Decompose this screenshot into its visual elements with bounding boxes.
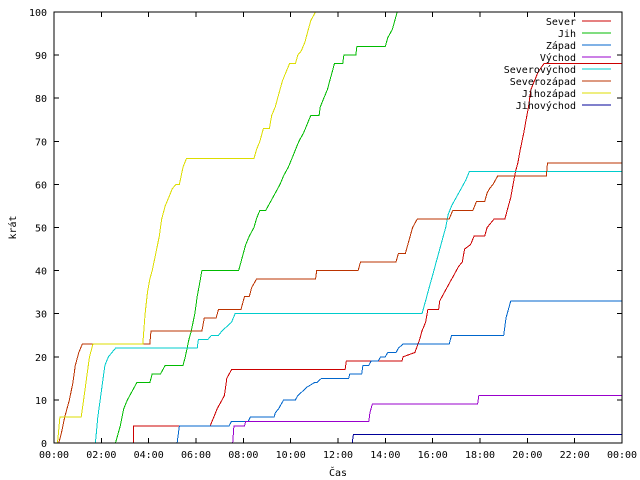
x-axis-ticks: 00:00 02:00 04:00 06:00 08:00 10:00 12:00 14:00… [39, 12, 637, 461]
y-tick-label: 70 [35, 137, 47, 148]
x-tick-label: 08:00 [228, 450, 258, 461]
y-tick-label: 60 [35, 180, 47, 191]
legend-label: Jihozápad [522, 88, 576, 100]
series-line-5 [54, 171, 622, 444]
x-tick-label: 16:00 [418, 450, 448, 461]
legend-label: Západ [546, 40, 576, 52]
x-axis-label: Čas [329, 466, 347, 479]
x-tick-label: 00:00 [39, 450, 69, 461]
legend: SeverJihZápadVýchodSeverovýchodSeverozáp… [504, 17, 611, 112]
legend-label: Severozápad [510, 76, 576, 88]
plot-series [54, 11, 622, 444]
y-tick-label: 40 [35, 267, 47, 278]
y-tick-label: 80 [35, 94, 47, 105]
series-line-4 [54, 395, 622, 444]
y-tick-label: 100 [29, 8, 47, 19]
y-tick-label: 10 [35, 396, 47, 407]
x-tick-label: 20:00 [512, 450, 542, 461]
legend-label: Jihovýchod [516, 100, 576, 112]
series-line-3 [54, 300, 622, 444]
series-line-2 [54, 11, 405, 444]
y-tick-label: 90 [35, 51, 47, 62]
x-tick-label: 12:00 [323, 450, 353, 461]
y-axis-label: krát [7, 215, 19, 239]
legend-label: Jih [558, 29, 576, 40]
x-tick-label: 14:00 [370, 450, 400, 461]
x-tick-label: 22:00 [560, 450, 590, 461]
series-line-6 [54, 162, 622, 444]
x-tick-label: 06:00 [181, 450, 211, 461]
y-tick-label: 20 [35, 353, 47, 364]
x-tick-label: 04:00 [134, 450, 164, 461]
legend-label: Východ [540, 52, 576, 64]
x-tick-label: 00:00 [607, 450, 637, 461]
y-tick-label: 50 [35, 224, 47, 235]
x-tick-label: 18:00 [465, 450, 495, 461]
legend-label: Severovýchod [504, 64, 576, 76]
y-axis-ticks: 0 10 20 30 40 50 60 70 80 90 100 [29, 8, 622, 450]
y-tick-label: 30 [35, 310, 47, 321]
legend-label: Sever [546, 17, 576, 28]
y-tick-label: 0 [41, 439, 47, 450]
x-tick-label: 02:00 [86, 450, 116, 461]
series-line-1 [54, 63, 622, 444]
x-tick-label: 10:00 [276, 450, 306, 461]
series-line-7 [54, 11, 320, 444]
